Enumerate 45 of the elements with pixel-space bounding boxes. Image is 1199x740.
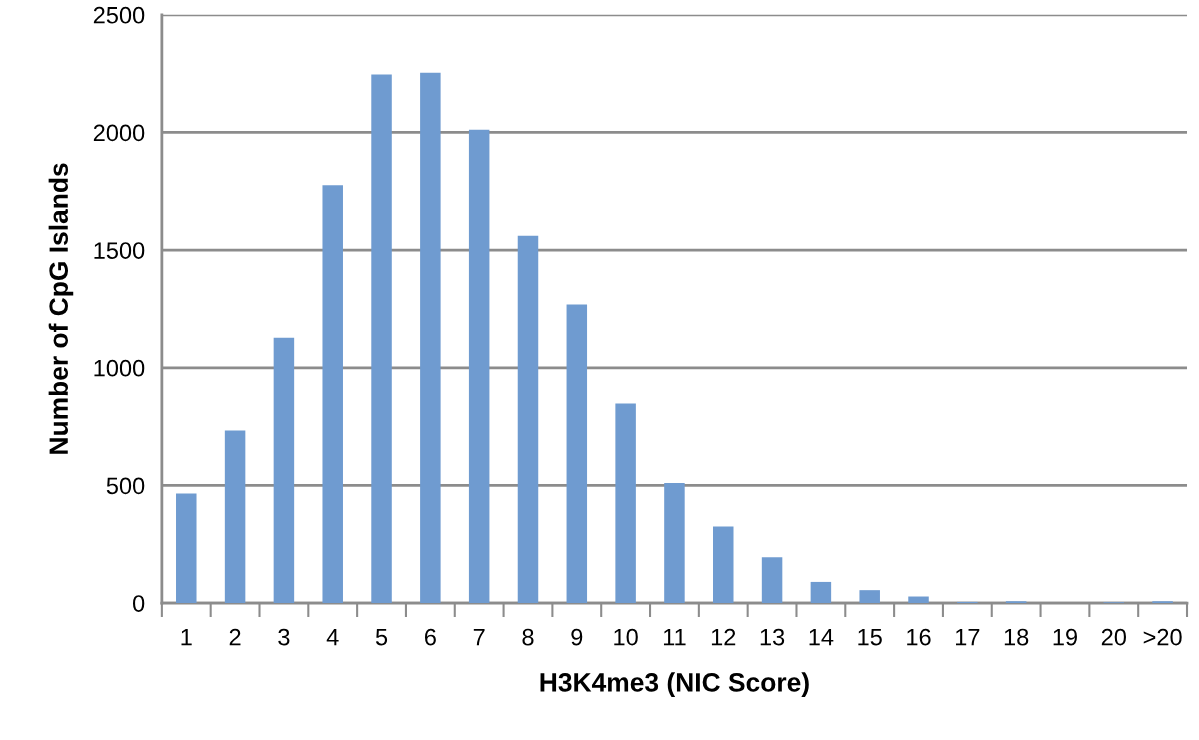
bar xyxy=(273,337,295,604)
x-tick-label: 1 xyxy=(181,628,192,646)
bar xyxy=(468,129,490,604)
bar xyxy=(810,581,832,604)
x-axis-title: H3K4me3 (NIC Score) xyxy=(540,672,809,697)
y-tick-label: 500 xyxy=(106,477,145,495)
bar xyxy=(664,483,685,604)
bar xyxy=(420,72,441,604)
bar xyxy=(322,185,343,604)
bar xyxy=(176,493,197,604)
y-tick-label: 2500 xyxy=(93,6,145,24)
x-tick-label: 13 xyxy=(760,628,785,646)
y-axis-title: Number of CpG Islands xyxy=(48,163,74,454)
x-tick-label: >20 xyxy=(1143,628,1182,646)
x-tick-label: 2 xyxy=(229,628,241,646)
bar xyxy=(615,403,636,604)
y-tick-label: 1000 xyxy=(94,359,145,377)
bar xyxy=(859,590,880,604)
bar xyxy=(761,557,783,604)
x-tick-label: 11 xyxy=(663,628,686,646)
x-tick-label: 18 xyxy=(1004,628,1029,646)
y-tick-label: 2000 xyxy=(93,124,145,142)
x-tick-label: 12 xyxy=(711,628,736,646)
bar xyxy=(371,74,392,604)
x-tick-label: 10 xyxy=(614,628,638,646)
x-tick-label: 20 xyxy=(1101,628,1126,646)
bar xyxy=(713,526,734,604)
y-tick-label: 1500 xyxy=(94,242,145,259)
bar xyxy=(908,596,929,604)
x-tick-label: 5 xyxy=(375,628,388,646)
bar xyxy=(517,235,539,604)
x-tick-label: 4 xyxy=(326,628,339,646)
x-tick-label: 16 xyxy=(907,628,931,646)
x-tick-label: 8 xyxy=(522,628,534,646)
bar xyxy=(224,430,246,604)
bar xyxy=(566,304,588,604)
x-tick-label: 9 xyxy=(571,628,583,646)
x-tick-label: 14 xyxy=(809,628,834,646)
y-tick-label: 0 xyxy=(132,595,145,612)
x-tick-label: 6 xyxy=(424,628,436,646)
x-tick-label: 7 xyxy=(473,628,485,646)
x-tick-label: 17 xyxy=(956,628,980,646)
x-tick-label: 3 xyxy=(278,628,290,646)
x-tick-label: 15 xyxy=(858,628,882,646)
x-tick-label: 19 xyxy=(1053,628,1077,646)
